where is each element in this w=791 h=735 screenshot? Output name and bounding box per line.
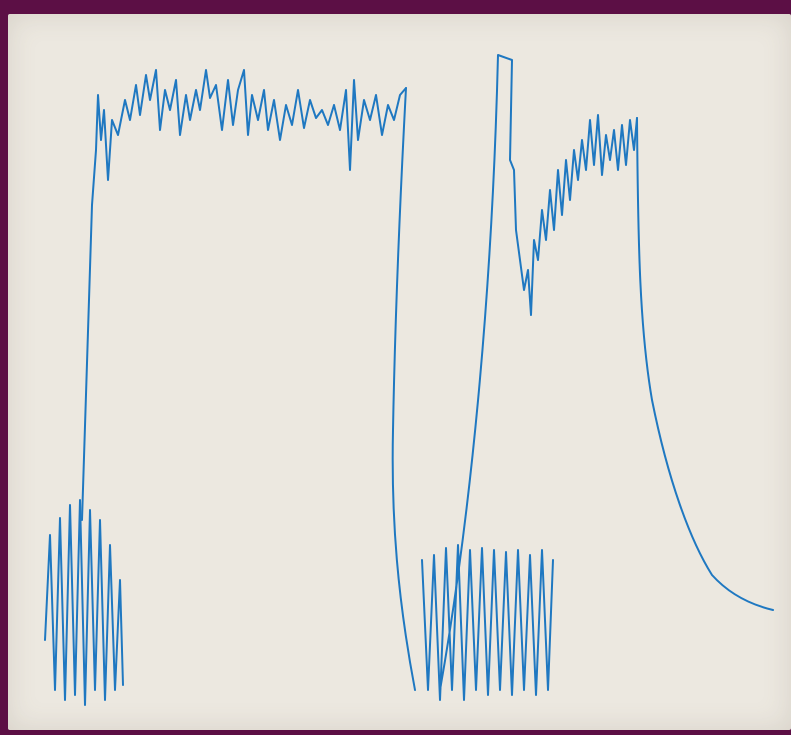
falling-edge-left	[391, 87, 416, 691]
chart-paper	[8, 14, 791, 730]
oscillation-burst-middle	[421, 544, 554, 701]
plateau-trace-left	[81, 69, 407, 521]
plateau-trace-right	[439, 54, 638, 691]
decay-curve-right	[636, 117, 774, 611]
oscillation-burst-left	[44, 499, 124, 706]
